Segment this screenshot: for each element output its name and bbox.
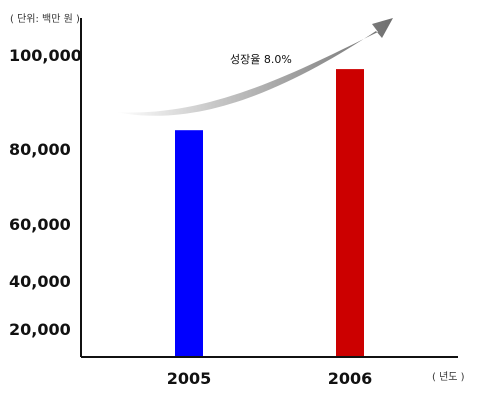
x-tick-labels: 2005 2006 (167, 369, 373, 388)
bar-2005 (175, 130, 203, 357)
unit-label: ( 단위: 백만 원 ) (10, 12, 80, 25)
y-tick-label: 60,000 (9, 215, 71, 234)
growth-rate-label: 성장율 8.0% (230, 53, 292, 66)
x-tick-label: 2006 (328, 369, 373, 388)
y-tick-labels: 20,000 40,000 60,000 80,000 100,000 (9, 46, 82, 339)
x-tick-label: 2005 (167, 369, 212, 388)
bar-2006 (336, 69, 364, 357)
y-tick-label: 20,000 (9, 320, 71, 339)
y-tick-label: 80,000 (9, 140, 71, 159)
y-tick-label: 40,000 (9, 272, 71, 291)
x-axis-label: ( 년도 ) (432, 371, 465, 383)
bars (175, 69, 364, 357)
y-tick-label: 100,000 (9, 46, 82, 65)
